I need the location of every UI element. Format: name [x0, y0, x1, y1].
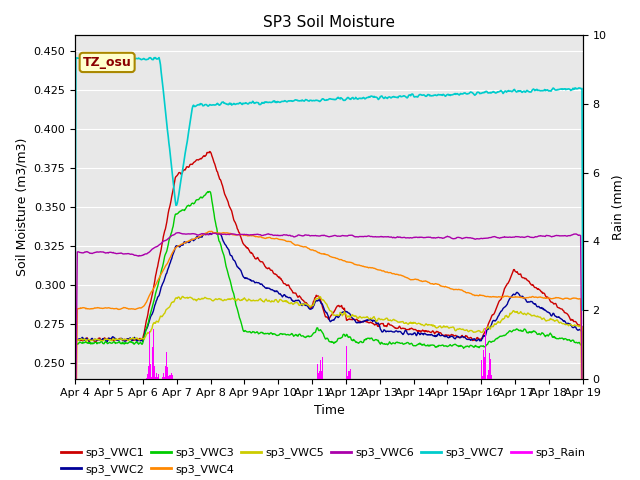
Y-axis label: Rain (mm): Rain (mm)	[612, 174, 625, 240]
Y-axis label: Soil Moisture (m3/m3): Soil Moisture (m3/m3)	[15, 138, 28, 276]
Bar	[491, 368, 492, 379]
Bar	[150, 364, 151, 379]
Bar	[157, 376, 158, 379]
Bar	[348, 371, 349, 379]
Bar	[155, 377, 156, 379]
Bar	[153, 329, 154, 379]
Bar	[346, 346, 347, 379]
Bar	[166, 352, 167, 379]
Bar	[152, 347, 153, 379]
Legend: sp3_VWC1, sp3_VWC2, sp3_VWC3, sp3_VWC4, sp3_VWC5, sp3_VWC6, sp3_VWC7, sp3_Rain: sp3_VWC1, sp3_VWC2, sp3_VWC3, sp3_VWC4, …	[57, 443, 590, 479]
Bar	[484, 357, 485, 379]
Bar	[156, 373, 157, 379]
Bar	[172, 375, 173, 379]
Bar	[483, 349, 484, 379]
Bar	[347, 376, 348, 379]
Bar	[167, 367, 168, 379]
Bar	[154, 366, 155, 379]
Bar	[485, 328, 486, 379]
Bar	[318, 373, 319, 379]
Bar	[488, 376, 490, 379]
X-axis label: Time: Time	[314, 404, 344, 417]
Bar	[490, 359, 491, 379]
Bar	[320, 360, 321, 379]
Bar	[170, 375, 171, 379]
Text: TZ_osu: TZ_osu	[83, 56, 131, 69]
Bar	[164, 377, 165, 379]
Bar	[168, 372, 169, 379]
Bar	[319, 371, 320, 379]
Bar	[486, 378, 487, 379]
Bar	[161, 367, 162, 379]
Bar	[162, 377, 163, 379]
Bar	[321, 368, 322, 379]
Bar	[349, 365, 351, 379]
Bar	[171, 377, 172, 379]
Bar	[147, 374, 148, 379]
Bar	[165, 366, 166, 379]
Bar	[317, 364, 318, 379]
Bar	[487, 374, 488, 379]
Bar	[158, 374, 159, 379]
Title: SP3 Soil Moisture: SP3 Soil Moisture	[263, 15, 395, 30]
Bar	[163, 373, 164, 379]
Bar	[151, 377, 152, 379]
Bar	[149, 331, 150, 379]
